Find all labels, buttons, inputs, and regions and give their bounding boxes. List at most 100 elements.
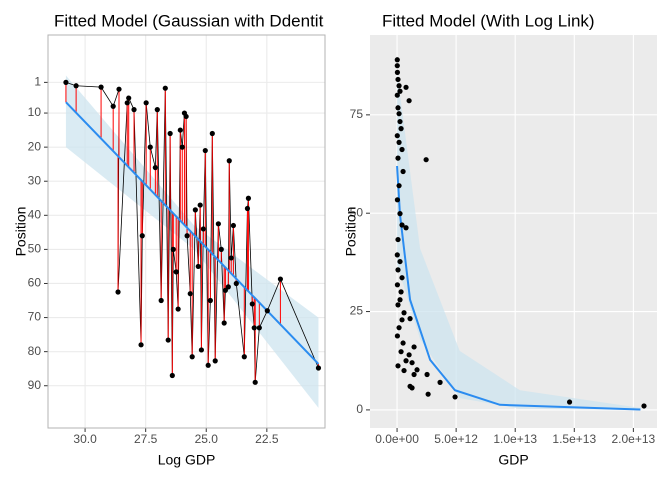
point [187,291,193,297]
point [399,275,405,281]
point [397,118,403,125]
x-tick-label: 22.5 [255,432,279,446]
point [179,144,185,150]
point [398,126,404,132]
y-axis-title: Position [343,207,359,257]
point [198,347,205,353]
point [414,367,420,373]
point [452,394,458,400]
point [424,371,430,378]
point [423,157,429,163]
plot-area [48,35,325,428]
point [143,100,149,106]
x-tick-label: 25.0 [195,432,219,446]
point [398,289,404,295]
y-tick-label: 80 [28,344,42,358]
point [406,352,412,358]
chart-title: Fitted Model (With Log Link) [382,11,595,30]
point [396,111,402,117]
point [207,297,213,304]
point [315,365,322,371]
x-tick-label: 2.0e+13 [612,432,656,446]
y-tick-label: 75 [350,107,364,121]
point [394,252,400,258]
point [256,325,262,331]
y-tick-label: 1 [34,75,41,89]
point [406,98,412,104]
point [183,113,189,120]
point [411,371,417,378]
point [221,320,227,326]
point [400,168,406,175]
point [63,79,69,85]
point [394,133,400,139]
point [399,146,405,153]
point [395,363,401,369]
point [158,297,164,304]
panel: 0.0e+00 5.0e+12 1.0e+13 1.5e+13 2.0e+13 0 25 50… [343,11,657,468]
x-tick-label: 27.5 [134,432,158,446]
point [394,333,401,339]
panel-border [47,34,326,429]
point [403,358,409,364]
y-tick-label: 60 [28,276,42,290]
point [226,158,232,164]
point [147,144,153,150]
point [249,301,255,307]
point [251,325,257,331]
point [264,308,270,314]
point [396,325,402,331]
point [411,344,417,350]
point [401,310,407,316]
point [154,107,160,113]
point [399,222,405,228]
x-tick-label: 1.5e+13 [552,432,596,446]
point [138,342,144,348]
point [401,367,407,374]
point [202,147,208,154]
point [437,379,443,385]
point [222,287,228,293]
y-tick-label: 0 [356,402,363,416]
point [124,100,130,106]
point [152,164,158,171]
point [398,349,404,355]
x-axis-title: Log GDP [158,452,216,468]
point [409,360,415,366]
x-tick-label: 5.0e+12 [434,432,478,446]
point [403,84,409,90]
point [167,130,173,137]
y-tick-label: 50 [350,205,364,219]
y-tick-label: 10 [28,105,42,119]
point [189,354,195,360]
point [403,225,409,231]
point [139,233,145,239]
x-tick-label: 0.0e+00 [375,432,419,446]
point [396,83,402,89]
point [241,354,247,360]
point [215,221,221,227]
point [170,246,176,252]
point [169,372,175,379]
point [394,197,401,203]
point [396,139,402,145]
point [394,63,400,69]
y-axis-title: Position [13,207,29,257]
point [218,246,224,252]
point [395,76,401,83]
fit-line [65,101,320,365]
point [212,358,218,364]
point [175,306,181,312]
point [200,226,206,232]
point [397,88,403,94]
point [184,233,190,239]
point [197,202,203,208]
y-tick-label: 30 [28,173,42,187]
point [244,205,251,212]
point [394,69,401,75]
point [209,130,215,137]
point [394,92,400,98]
point [162,85,168,91]
point [98,84,104,90]
